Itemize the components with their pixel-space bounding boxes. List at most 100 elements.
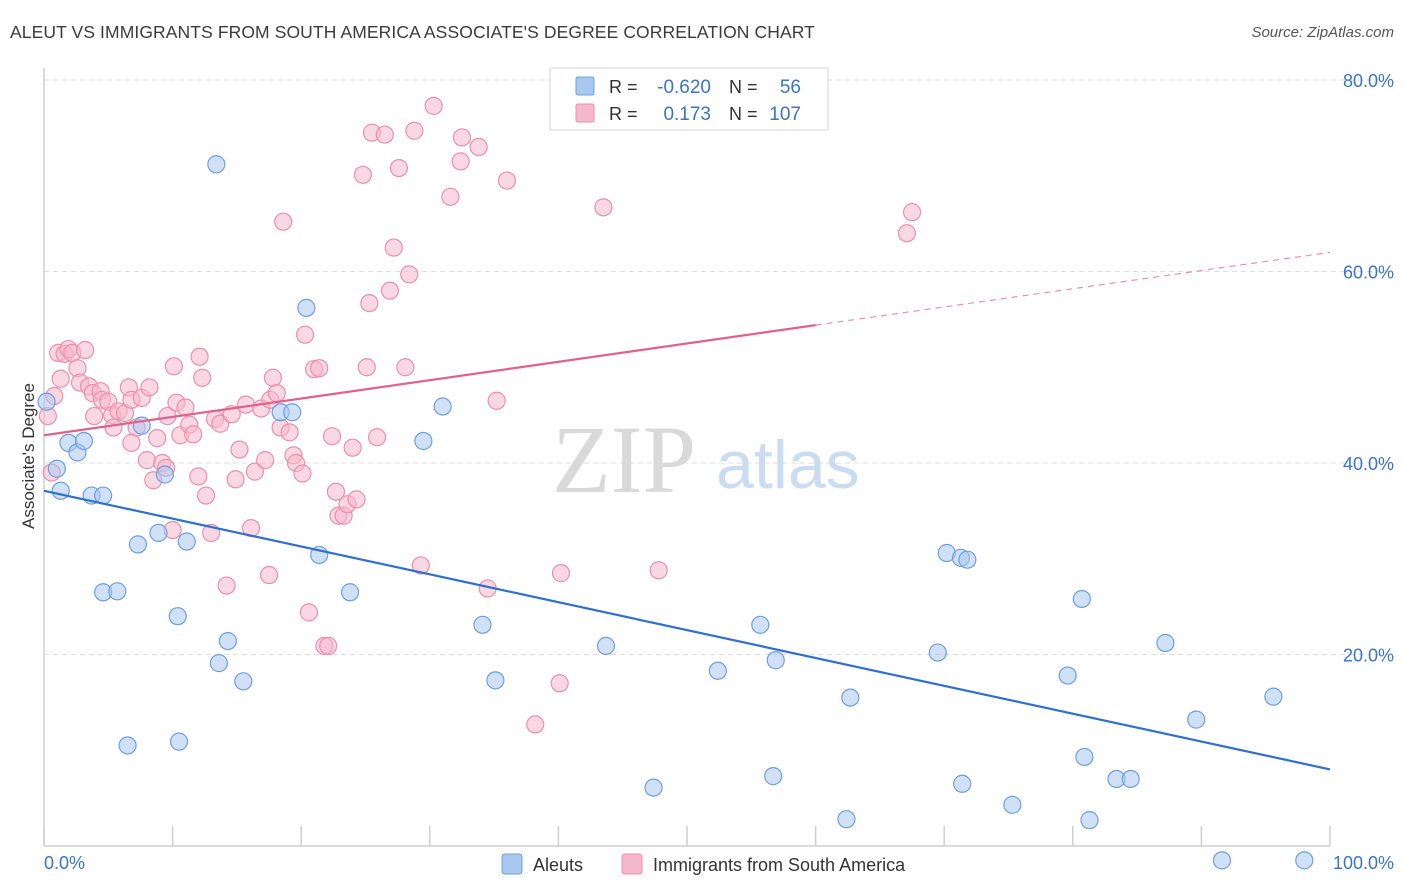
point-aleut (1295, 851, 1314, 870)
point-aleut (207, 155, 226, 174)
legend-r-value-1: -0.620 (657, 77, 711, 98)
point-aleut (218, 631, 237, 651)
correlation-legend: R = -0.620 N = 56 R = 0.173 N = 107 (549, 67, 829, 131)
point-aleut (283, 403, 302, 422)
point-aleut (37, 392, 56, 411)
point-aleut (1075, 747, 1094, 767)
point-aleut (764, 767, 783, 786)
point-aleut (766, 651, 785, 670)
point-immigrants-south-america (469, 137, 488, 157)
point-aleut (177, 532, 196, 551)
point-immigrants-south-america (649, 561, 668, 580)
point-aleut (1264, 687, 1283, 706)
point-aleut (414, 431, 433, 451)
point-aleut (486, 671, 505, 690)
point-immigrants-south-america (280, 423, 299, 442)
point-aleut (473, 615, 492, 634)
point-immigrants-south-america (594, 198, 613, 217)
point-aleut (234, 672, 253, 691)
point-immigrants-south-america (104, 418, 123, 437)
point-immigrants-south-america (551, 564, 571, 583)
point-immigrants-south-america (148, 429, 167, 448)
point-immigrants-south-america (189, 467, 208, 486)
point-immigrants-south-america (263, 368, 283, 387)
bottom-legend-swatch-south-america (621, 853, 643, 875)
point-immigrants-south-america (259, 565, 279, 585)
point-immigrants-south-america (497, 171, 517, 190)
point-aleut (644, 778, 663, 797)
point-aleut (1156, 633, 1175, 653)
point-aleut (1121, 769, 1140, 789)
legend-n-value-2: 107 (769, 104, 801, 125)
point-immigrants-south-america (451, 152, 470, 171)
point-aleut (928, 643, 947, 662)
y-tick-label: 40.0% (1343, 454, 1394, 474)
point-immigrants-south-america (389, 158, 409, 178)
bottom-legend-swatch-aleuts (501, 853, 523, 875)
point-aleut (1080, 811, 1099, 830)
point-immigrants-south-america (190, 347, 209, 366)
legend-swatch-aleuts (575, 76, 595, 96)
point-immigrants-south-america (452, 128, 472, 147)
trend-line-south-america-extrapolated (815, 251, 1331, 326)
point-aleut (118, 736, 137, 755)
gridlines (44, 79, 1394, 655)
legend-n-label-1: N = (729, 77, 758, 97)
point-aleut (128, 535, 147, 554)
point-immigrants-south-america (245, 462, 265, 481)
point-immigrants-south-america (140, 378, 159, 397)
point-immigrants-south-america (293, 464, 312, 483)
y-tick-label: 80.0% (1343, 71, 1394, 91)
trend-line-south-america (43, 324, 816, 437)
point-aleut (155, 465, 174, 484)
bottom-legend: Aleuts Immigrants from South America (501, 853, 906, 875)
point-immigrants-south-america (326, 482, 346, 501)
y-axis-label: Associate's Degree (19, 383, 38, 529)
point-immigrants-south-america (380, 281, 400, 300)
point-immigrants-south-america (384, 238, 403, 257)
point-immigrants-south-america (51, 369, 70, 388)
point-aleut (169, 732, 189, 751)
series-aleuts-points (37, 155, 1314, 870)
point-aleut (108, 582, 127, 601)
point-immigrants-south-america (396, 358, 415, 377)
legend-n-label-2: N = (729, 104, 758, 124)
point-aleut (74, 431, 93, 451)
point-immigrants-south-america (274, 212, 293, 231)
point-aleut (958, 550, 977, 569)
point-immigrants-south-america (322, 427, 342, 446)
y-tick-labels: 20.0% 40.0% 60.0% 80.0% (1343, 71, 1394, 666)
trend-line-aleuts (43, 489, 1331, 771)
x-tick-label-min: 0.0% (44, 853, 85, 873)
point-immigrants-south-america (367, 428, 387, 447)
point-aleut (149, 523, 168, 542)
point-immigrants-south-america (226, 470, 245, 489)
point-immigrants-south-america (897, 224, 917, 243)
point-immigrants-south-america (375, 125, 394, 144)
point-immigrants-south-america (526, 715, 545, 734)
x-tick-label-max: 100.0% (1333, 853, 1394, 873)
legend-n-value-1: 56 (780, 77, 801, 98)
point-aleut (168, 607, 187, 626)
point-immigrants-south-america (550, 674, 569, 693)
point-aleut (340, 583, 360, 602)
point-immigrants-south-america (299, 603, 319, 622)
point-immigrants-south-america (360, 293, 379, 313)
point-aleut (596, 636, 616, 655)
watermark-atlas: atlas (716, 427, 860, 503)
trend-lines (43, 251, 1331, 771)
legend-r-label-2: R = (609, 104, 638, 124)
point-aleut (837, 810, 856, 829)
point-aleut (1003, 795, 1022, 814)
point-aleut (1187, 710, 1206, 729)
point-immigrants-south-america (85, 406, 104, 426)
point-immigrants-south-america (411, 556, 430, 575)
point-immigrants-south-america (267, 384, 286, 403)
point-immigrants-south-america (122, 433, 141, 452)
point-immigrants-south-america (295, 325, 315, 344)
point-immigrants-south-america (353, 165, 373, 184)
point-immigrants-south-america (310, 359, 329, 378)
legend-r-value-2: 0.173 (663, 104, 711, 125)
bottom-legend-label-south-america: Immigrants from South America (653, 855, 906, 875)
